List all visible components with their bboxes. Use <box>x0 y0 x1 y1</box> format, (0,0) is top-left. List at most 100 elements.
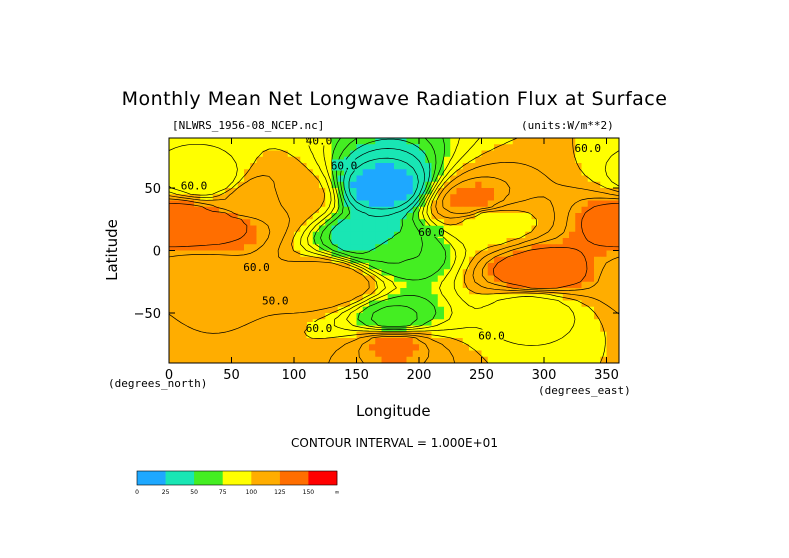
field-cell <box>531 163 539 170</box>
x-tick-label: 50 <box>223 368 240 383</box>
field-cell <box>519 325 526 333</box>
field-cell <box>225 256 232 264</box>
field-cell <box>187 225 195 233</box>
field-cell <box>606 213 614 220</box>
field-cell <box>387 206 395 214</box>
field-cell <box>606 294 614 301</box>
field-cell <box>225 281 232 289</box>
field-cell <box>406 306 414 314</box>
field-cell <box>337 269 345 276</box>
field-cell <box>200 331 207 339</box>
field-cell <box>412 288 420 295</box>
field-cell <box>400 263 407 270</box>
field-cell <box>369 250 376 258</box>
field-cell <box>281 263 289 270</box>
field-cell <box>300 194 307 201</box>
field-cell <box>181 138 189 145</box>
field-cell <box>169 331 176 339</box>
field-cell <box>431 238 439 245</box>
field-cell <box>262 350 270 358</box>
field-cell <box>500 313 507 320</box>
field-cell <box>200 219 207 226</box>
field-cell <box>262 150 270 158</box>
field-cell <box>212 219 220 226</box>
field-cell <box>331 275 339 283</box>
field-cell <box>569 256 576 264</box>
field-cell <box>594 356 601 363</box>
field-cell <box>525 306 532 314</box>
field-cell <box>481 294 489 301</box>
field-cell <box>569 281 576 289</box>
field-cell <box>600 338 607 345</box>
field-cell <box>362 175 370 183</box>
field-cell <box>225 181 232 189</box>
field-cell <box>381 156 389 164</box>
field-cell <box>594 150 601 158</box>
field-cell <box>250 250 257 258</box>
field-cell <box>250 175 257 183</box>
field-cell <box>250 300 257 308</box>
field-cell <box>319 225 326 233</box>
field-cell <box>525 188 532 195</box>
field-cell <box>337 281 345 289</box>
field-cell <box>437 331 445 339</box>
field-cell <box>519 275 526 283</box>
field-cell <box>556 288 564 295</box>
field-cell <box>187 250 195 258</box>
field-cell <box>237 225 245 233</box>
field-cell <box>587 338 595 345</box>
field-cell <box>200 275 207 283</box>
field-cell <box>300 144 307 151</box>
field-cell <box>212 169 220 176</box>
field-cell <box>200 225 207 233</box>
field-cell <box>469 325 476 333</box>
field-cell <box>219 163 226 170</box>
field-cell <box>481 231 489 239</box>
field-cell <box>350 313 357 320</box>
field-cell <box>225 350 232 358</box>
field-cell <box>200 300 207 308</box>
field-cell <box>569 244 576 251</box>
field-cell <box>412 350 420 358</box>
field-cell <box>444 294 451 301</box>
field-cell <box>581 225 589 233</box>
field-cell <box>287 325 295 333</box>
field-cell <box>344 356 351 363</box>
field-cell <box>337 206 345 214</box>
field-cell <box>575 319 582 326</box>
field-cell <box>556 294 564 301</box>
field-cell <box>556 319 564 326</box>
field-cell <box>331 169 339 176</box>
x-tick-label: 0 <box>165 368 173 383</box>
field-cell <box>175 188 182 195</box>
field-cell <box>412 225 420 233</box>
field-cell <box>450 206 457 214</box>
field-cell <box>444 150 451 158</box>
field-cell <box>575 275 582 283</box>
field-cell <box>550 275 557 283</box>
field-cell <box>175 356 182 363</box>
field-cell <box>412 244 420 251</box>
field-cell <box>594 213 601 220</box>
field-cell <box>525 163 532 170</box>
field-cell <box>175 313 182 320</box>
field-cell <box>450 288 457 295</box>
field-cell <box>500 294 507 301</box>
field-cell <box>281 219 289 226</box>
field-cell <box>231 250 239 258</box>
field-cell <box>606 269 614 276</box>
field-cell <box>431 275 439 283</box>
field-cell <box>544 306 551 314</box>
field-cell <box>500 144 507 151</box>
field-cell <box>394 306 401 314</box>
field-cell <box>550 138 557 145</box>
field-cell <box>562 313 570 320</box>
field-cell <box>400 138 407 145</box>
field-cell <box>275 350 282 358</box>
field-cell <box>325 238 332 245</box>
field-cell <box>444 319 451 326</box>
colorbar-tick-label: 100 <box>246 489 258 496</box>
field-cell <box>281 144 289 151</box>
field-cell <box>319 269 326 276</box>
